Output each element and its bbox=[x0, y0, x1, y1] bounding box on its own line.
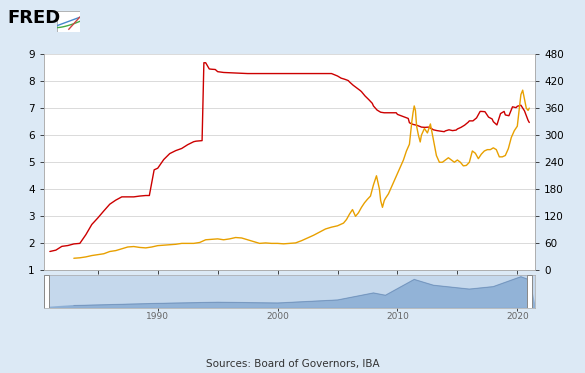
Polygon shape bbox=[44, 277, 535, 308]
Text: FRED: FRED bbox=[7, 9, 60, 27]
Bar bbox=[44, 275, 49, 308]
FancyBboxPatch shape bbox=[57, 11, 80, 32]
Bar bbox=[527, 275, 532, 308]
Text: Sources: Board of Governors, IBA: Sources: Board of Governors, IBA bbox=[206, 359, 379, 369]
